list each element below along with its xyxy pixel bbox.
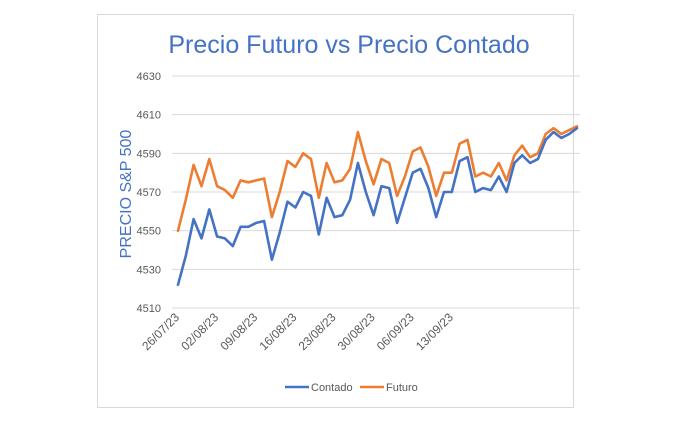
y-tick-label: 4530 [137, 264, 161, 276]
y-tick-label: 4510 [137, 303, 161, 315]
legend-label-contado: Contado [311, 382, 353, 394]
x-tick-label: 06/09/23 [374, 310, 417, 353]
x-tick-label: 02/08/23 [178, 310, 221, 353]
x-tick-label: 23/08/23 [296, 310, 339, 353]
x-tick-label: 16/08/23 [257, 310, 300, 353]
y-tick-label: 4570 [137, 187, 161, 199]
y-tick-label: 4590 [137, 148, 161, 160]
x-tick-label: 30/08/23 [335, 310, 378, 353]
y-tick-label: 4550 [137, 226, 161, 238]
y-tick-label: 4630 [137, 71, 161, 83]
chart-title: Precio Futuro vs Precio Contado [168, 31, 529, 59]
chart-frame [97, 14, 574, 408]
x-tick-label: 09/08/23 [217, 310, 260, 353]
y-tick-label: 4610 [137, 110, 161, 122]
series-line-futuro [176, 125, 579, 232]
legend-label-futuro: Futuro [386, 382, 418, 394]
x-tick-label: 26/07/23 [139, 310, 182, 353]
y-axis-label: PRECIO S&P 500 [118, 130, 135, 259]
series-line-contado [176, 126, 579, 287]
x-tick-label: 13/09/23 [413, 310, 456, 353]
